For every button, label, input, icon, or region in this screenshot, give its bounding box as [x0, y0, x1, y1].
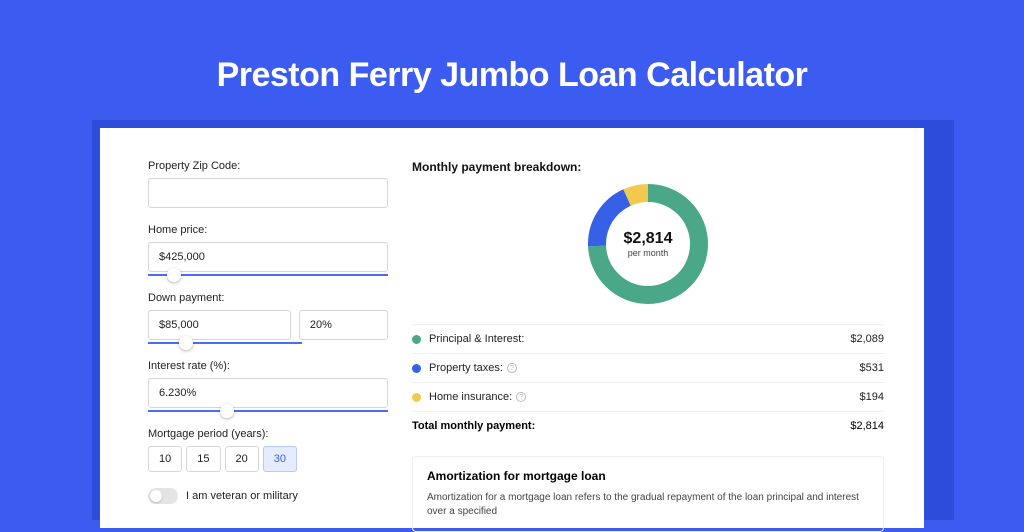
veteran-toggle[interactable]	[148, 488, 178, 504]
donut-sublabel: per month	[628, 248, 669, 258]
legend-row: Home insurance:?$194	[412, 382, 884, 411]
total-label: Total monthly payment:	[412, 420, 850, 432]
interest-group: Interest rate (%):	[148, 360, 388, 412]
legend-dot	[412, 335, 421, 344]
legend-row: Property taxes:?$531	[412, 353, 884, 382]
total-row: Total monthly payment: $2,814	[412, 411, 884, 440]
legend-label: Principal & Interest:	[429, 333, 850, 345]
donut-amount: $2,814	[624, 230, 673, 248]
period-button-10[interactable]: 10	[148, 446, 182, 472]
period-label: Mortgage period (years):	[148, 428, 388, 440]
down-payment-slider-thumb[interactable]	[179, 336, 193, 350]
veteran-label: I am veteran or military	[186, 490, 298, 502]
period-button-30[interactable]: 30	[263, 446, 297, 472]
zip-label: Property Zip Code:	[148, 160, 388, 172]
down-payment-label: Down payment:	[148, 292, 388, 304]
legend-value: $194	[860, 391, 884, 403]
down-payment-pct-input[interactable]	[299, 310, 388, 340]
period-button-20[interactable]: 20	[225, 446, 259, 472]
zip-input[interactable]	[148, 178, 388, 208]
info-icon[interactable]: ?	[516, 392, 526, 402]
payment-donut-chart: $2,814 per month	[588, 184, 708, 304]
interest-slider-thumb[interactable]	[220, 404, 234, 418]
home-price-input[interactable]	[148, 242, 388, 272]
info-icon[interactable]: ?	[507, 363, 517, 373]
period-group: Mortgage period (years): 10152030	[148, 428, 388, 472]
legend-label: Home insurance:?	[429, 391, 860, 403]
inputs-column: Property Zip Code: Home price: Down paym…	[148, 160, 388, 528]
home-price-slider-thumb[interactable]	[167, 268, 181, 282]
home-price-label: Home price:	[148, 224, 388, 236]
amortization-box: Amortization for mortgage loan Amortizat…	[412, 456, 884, 532]
breakdown-column: Monthly payment breakdown: $2,814 per mo…	[412, 160, 884, 528]
interest-label: Interest rate (%):	[148, 360, 388, 372]
down-payment-group: Down payment:	[148, 292, 388, 344]
page-title: Preston Ferry Jumbo Loan Calculator	[0, 0, 1024, 95]
total-value: $2,814	[850, 420, 884, 432]
calculator-card: Property Zip Code: Home price: Down paym…	[100, 128, 924, 528]
zip-field-group: Property Zip Code:	[148, 160, 388, 208]
veteran-toggle-row: I am veteran or military	[148, 488, 388, 504]
down-payment-input[interactable]	[148, 310, 291, 340]
amortization-text: Amortization for a mortgage loan refers …	[427, 491, 869, 519]
home-price-group: Home price:	[148, 224, 388, 276]
breakdown-title: Monthly payment breakdown:	[412, 160, 884, 174]
legend-row: Principal & Interest:$2,089	[412, 324, 884, 353]
legend-value: $531	[860, 362, 884, 374]
interest-slider[interactable]	[148, 410, 388, 412]
period-button-15[interactable]: 15	[186, 446, 220, 472]
home-price-slider[interactable]	[148, 274, 388, 276]
legend-label: Property taxes:?	[429, 362, 860, 374]
legend-dot	[412, 393, 421, 402]
interest-input[interactable]	[148, 378, 388, 408]
down-payment-slider[interactable]	[148, 342, 302, 344]
legend-value: $2,089	[850, 333, 884, 345]
legend-dot	[412, 364, 421, 373]
amortization-title: Amortization for mortgage loan	[427, 469, 869, 483]
